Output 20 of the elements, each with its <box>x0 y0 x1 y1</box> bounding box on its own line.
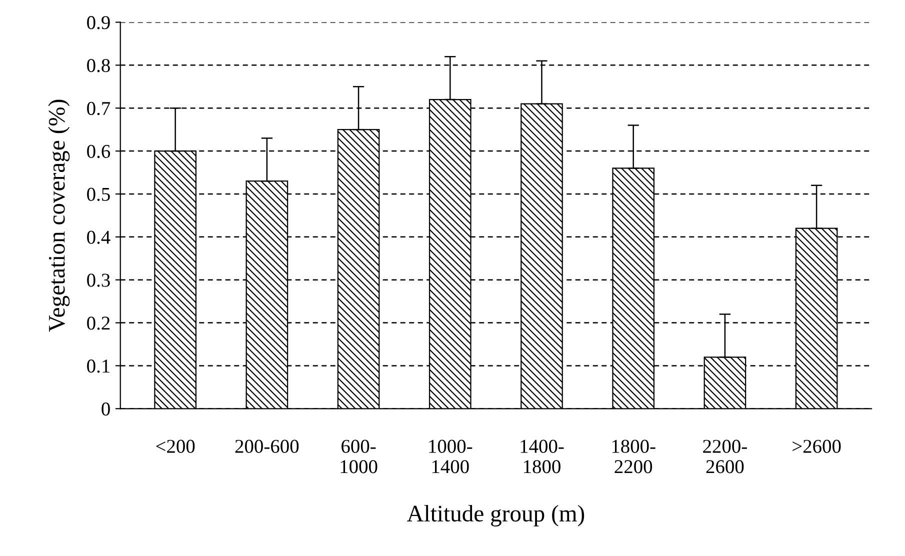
x-tick-label: 2200- 2600 <box>703 440 747 474</box>
y-tick-label: 0.1 <box>87 360 110 373</box>
y-tick-label: 0 <box>102 402 110 416</box>
x-axis-title: Altitude group (m) <box>406 504 584 526</box>
y-tick-label: 0.2 <box>87 316 110 330</box>
y-axis-title: Vegetation coverage (%) <box>48 100 70 332</box>
y-tick-label: 0.7 <box>87 102 110 116</box>
y-tick-label: 0.6 <box>87 144 110 158</box>
y-tick-label: 0.5 <box>87 188 110 202</box>
x-tick-label: <200 <box>156 440 195 453</box>
x-tick-label: 1400- 1800 <box>520 440 564 474</box>
y-tick-label: 0.9 <box>87 16 110 30</box>
x-tick-label: 200-600 <box>235 440 299 453</box>
y-tick-label: 0.3 <box>87 274 110 287</box>
x-tick-label: 600- 1000 <box>340 440 378 474</box>
y-tick-label: 0.8 <box>87 58 110 72</box>
x-tick-label: >2600 <box>792 440 841 453</box>
x-tick-label: 1000- 1400 <box>429 440 472 474</box>
y-tick-label: 0.4 <box>87 230 110 244</box>
x-tick-label: 1800- 2200 <box>612 440 656 474</box>
